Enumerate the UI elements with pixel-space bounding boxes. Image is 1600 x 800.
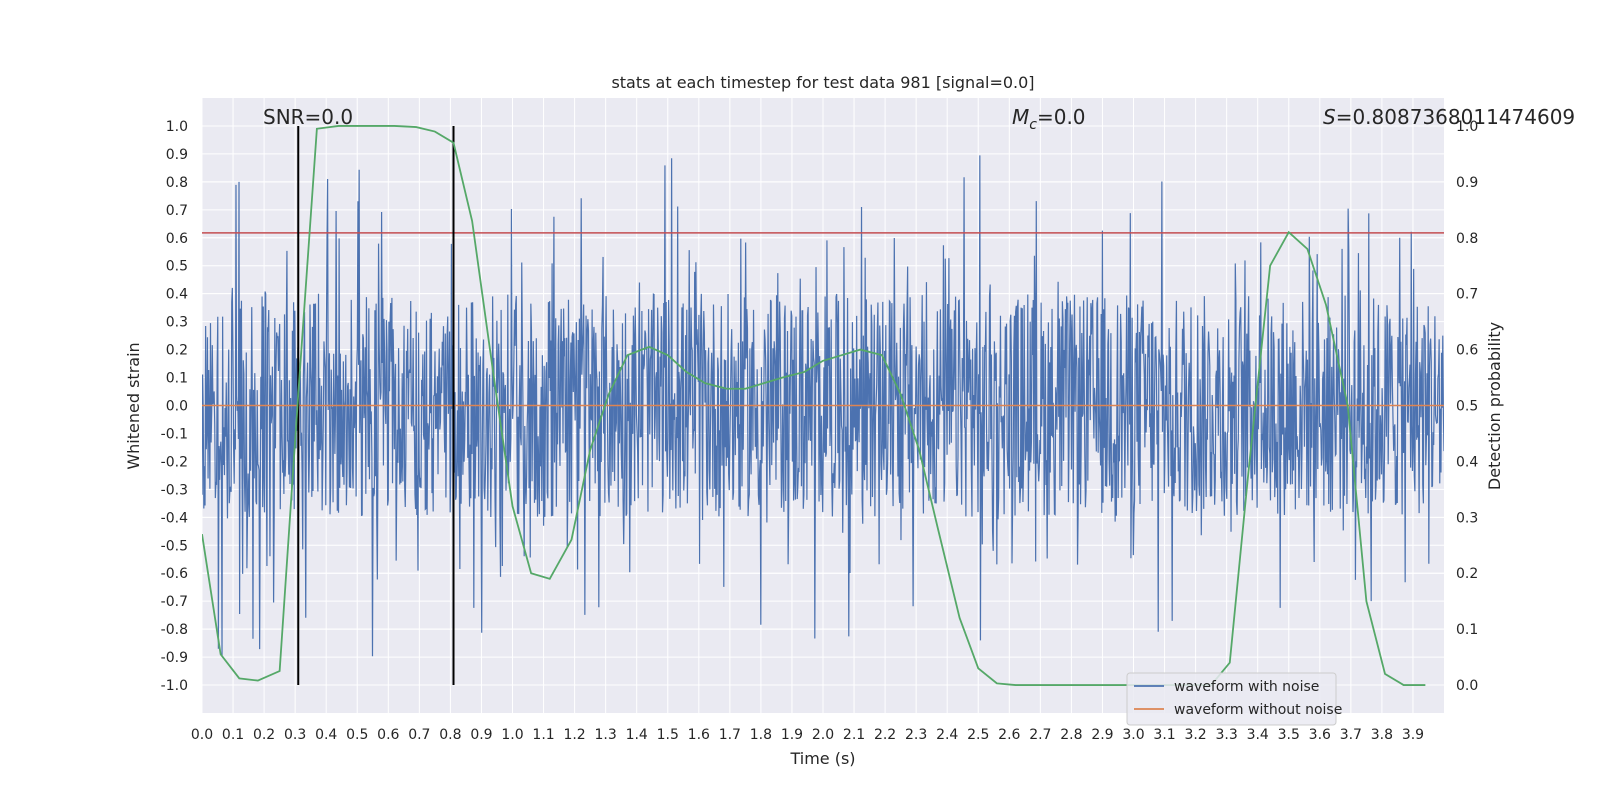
x-tick-label: 2.9 bbox=[1091, 727, 1113, 743]
y-tick-label: 0.7 bbox=[166, 203, 188, 219]
x-tick-label: 0.3 bbox=[284, 727, 306, 743]
y-tick-label: 0.5 bbox=[166, 259, 188, 275]
chirp-mass-subscript: c bbox=[1029, 117, 1037, 133]
x-tick-label: 2.4 bbox=[936, 727, 958, 743]
x-tick-label: 2.5 bbox=[967, 727, 989, 743]
x-tick-label: 1.4 bbox=[626, 727, 648, 743]
chart-title: stats at each timestep for test data 981… bbox=[611, 73, 1034, 92]
y-tick-label: 0.8 bbox=[166, 175, 188, 191]
y-tick-label: -0.7 bbox=[161, 594, 188, 610]
y-tick-label: 0.0 bbox=[166, 399, 188, 415]
x-tick-label: 1.5 bbox=[657, 727, 679, 743]
y2-axis-label: Detection probability bbox=[1485, 322, 1504, 490]
y2-tick-label: 0.8 bbox=[1456, 231, 1478, 247]
x-tick-label: 0.5 bbox=[346, 727, 368, 743]
y2-tick-label: 0.6 bbox=[1456, 343, 1478, 359]
x-tick-labels: 0.0 0.1 0.2 0.3 0.4 0.5 0.6 0.7 0.8 0.9 1.0 1.1 1.2 1… bbox=[191, 727, 1424, 743]
waveform-with-noise-line bbox=[202, 155, 1444, 657]
x-tick-label: 2.8 bbox=[1060, 727, 1082, 743]
x-tick-label: 0.8 bbox=[439, 727, 461, 743]
legend-label-noise: waveform with noise bbox=[1174, 679, 1319, 695]
x-tick-label: 1.7 bbox=[719, 727, 741, 743]
x-tick-label: 3.4 bbox=[1247, 727, 1269, 743]
x-tick-label: 2.7 bbox=[1029, 727, 1051, 743]
y2-tick-label: 1.0 bbox=[1456, 119, 1478, 135]
legend-box bbox=[1126, 672, 1337, 726]
x-tick-label: 0.2 bbox=[253, 727, 275, 743]
y-tick-label: -0.9 bbox=[161, 650, 188, 666]
y2-tick-label: 0.5 bbox=[1456, 399, 1478, 415]
y-axis-label: Whitened strain bbox=[124, 342, 143, 469]
x-tick-label: 0.7 bbox=[408, 727, 430, 743]
y-tick-label: 0.1 bbox=[166, 371, 188, 387]
x-tick-label: 1.2 bbox=[563, 727, 585, 743]
score-value: =0.8087368011474609 bbox=[1336, 105, 1575, 129]
x-tick-label: 1.1 bbox=[532, 727, 554, 743]
x-axis-label: Time (s) bbox=[789, 749, 855, 768]
y2-tick-labels: 0.0 0.1 0.2 0.3 0.4 0.5 0.6 0.7 0.8 0.9 1.0 bbox=[1456, 119, 1478, 694]
y2-tick-label: 0.3 bbox=[1456, 510, 1478, 526]
x-tick-label: 1.8 bbox=[750, 727, 772, 743]
y2-tick-label: 0.0 bbox=[1456, 678, 1478, 694]
y-tick-label: -0.4 bbox=[161, 510, 188, 526]
x-tick-label: 3.8 bbox=[1371, 727, 1393, 743]
y2-tick-label: 0.7 bbox=[1456, 287, 1478, 303]
x-tick-label: 2.6 bbox=[998, 727, 1020, 743]
y-tick-label: -0.6 bbox=[161, 566, 188, 582]
x-tick-label: 0.9 bbox=[470, 727, 492, 743]
chirp-mass-annotation: Mc=0.0 bbox=[1012, 105, 1086, 133]
x-tick-label: 0.4 bbox=[315, 727, 337, 743]
x-tick-label: 1.0 bbox=[501, 727, 523, 743]
y2-tick-label: 0.4 bbox=[1456, 454, 1478, 470]
legend-label-clean: waveform without noise bbox=[1174, 702, 1342, 718]
x-tick-label: 1.9 bbox=[781, 727, 803, 743]
x-tick-label: 0.1 bbox=[222, 727, 244, 743]
snr-annotation: SNR=0.0 bbox=[263, 105, 353, 129]
score-symbol: S bbox=[1323, 105, 1336, 129]
x-tick-label: 0.6 bbox=[377, 727, 399, 743]
y-tick-label: 0.2 bbox=[166, 343, 188, 359]
x-tick-label: 0.0 bbox=[191, 727, 213, 743]
legend: waveform with noise waveform without noi… bbox=[1126, 672, 1342, 726]
x-tick-label: 3.6 bbox=[1309, 727, 1331, 743]
y-tick-labels: -1.0 -0.9 -0.8 -0.7 -0.6 -0.5 -0.4 -0.3 -0.2 -0.1… bbox=[161, 119, 188, 694]
x-tick-label: 3.0 bbox=[1122, 727, 1144, 743]
y-tick-label: -0.2 bbox=[161, 454, 188, 470]
x-tick-label: 3.9 bbox=[1402, 727, 1424, 743]
x-tick-label: 2.2 bbox=[874, 727, 896, 743]
y-tick-label: -1.0 bbox=[161, 678, 188, 694]
y2-tick-label: 0.1 bbox=[1456, 622, 1478, 638]
y-tick-label: -0.1 bbox=[161, 426, 188, 442]
y2-tick-label: 0.2 bbox=[1456, 566, 1478, 582]
y-tick-label: -0.8 bbox=[161, 622, 188, 638]
x-tick-label: 3.1 bbox=[1153, 727, 1175, 743]
y2-tick-label: 0.9 bbox=[1456, 175, 1478, 191]
y-tick-label: -0.3 bbox=[161, 482, 188, 498]
y-tick-label: 0.9 bbox=[166, 147, 188, 163]
y-tick-label: 0.3 bbox=[166, 315, 188, 331]
chirp-mass-value: =0.0 bbox=[1037, 105, 1086, 129]
y-tick-label: 1.0 bbox=[166, 119, 188, 135]
y-tick-label: 0.4 bbox=[166, 287, 188, 303]
y-tick-label: 0.6 bbox=[166, 231, 188, 247]
score-annotation: S=0.8087368011474609 bbox=[1323, 105, 1575, 129]
x-tick-label: 3.7 bbox=[1340, 727, 1362, 743]
x-tick-label: 3.2 bbox=[1184, 727, 1206, 743]
x-tick-label: 2.1 bbox=[843, 727, 865, 743]
chirp-mass-symbol: M bbox=[1012, 105, 1029, 129]
x-tick-label: 1.3 bbox=[595, 727, 617, 743]
x-tick-label: 3.3 bbox=[1216, 727, 1238, 743]
x-tick-label: 2.3 bbox=[905, 727, 927, 743]
x-tick-label: 1.6 bbox=[688, 727, 710, 743]
x-tick-label: 2.0 bbox=[812, 727, 834, 743]
x-tick-label: 3.5 bbox=[1278, 727, 1300, 743]
y-tick-label: -0.5 bbox=[161, 538, 188, 554]
